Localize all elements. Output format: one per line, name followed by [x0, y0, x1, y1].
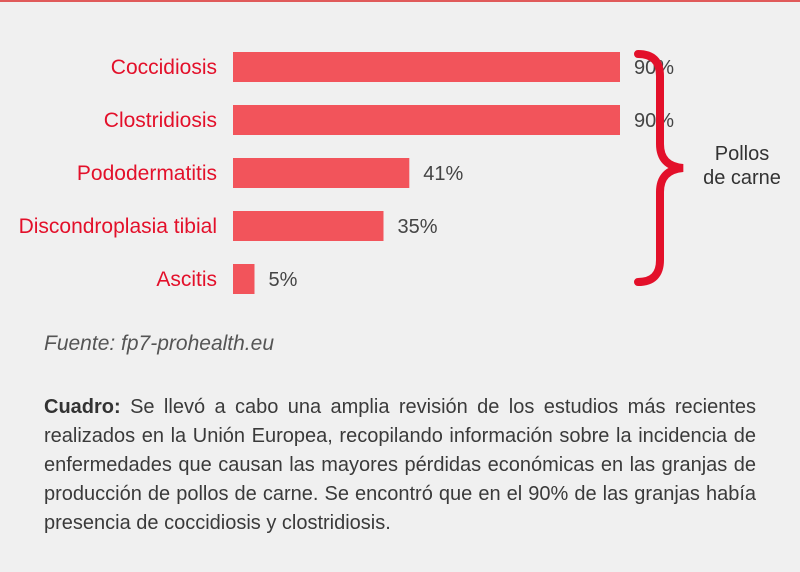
- bar-3: [233, 211, 384, 241]
- top-divider: [0, 0, 800, 2]
- value-label-2: 41%: [423, 163, 463, 185]
- labels-layer: Coccidiosis 90% Clostridiosis 90% Pododermat…: [19, 56, 675, 291]
- bars-layer: [233, 52, 620, 294]
- category-label-0: Coccidiosis: [111, 56, 217, 79]
- group-label-line-1: Pollos: [715, 143, 769, 165]
- value-label-3: 35%: [398, 216, 438, 238]
- source-note: Fuente: fp7-prohealth.eu: [44, 332, 274, 355]
- bar-1: [233, 105, 620, 135]
- value-label-4: 5%: [269, 269, 298, 291]
- caption-text: Se llevó a cabo una amplia revisión de l…: [44, 396, 756, 534]
- category-label-4: Ascitis: [156, 268, 217, 291]
- category-label-3: Discondroplasia tibial: [19, 215, 217, 238]
- bar-2: [233, 158, 410, 188]
- bar-chart: Coccidiosis 90% Clostridiosis 90% Pododermat…: [19, 50, 781, 294]
- value-label-1: 90%: [634, 110, 674, 132]
- caption: Cuadro: Se llevó a cabo una amplia revis…: [44, 393, 756, 538]
- caption-label: Cuadro:: [44, 396, 121, 418]
- category-label-2: Pododermatitis: [77, 162, 217, 185]
- group-brace: [634, 50, 684, 286]
- bar-4: [233, 264, 255, 294]
- bar-0: [233, 52, 620, 82]
- group-label-line-2: de carne: [703, 167, 781, 189]
- value-label-0: 90%: [634, 57, 674, 79]
- category-label-1: Clostridiosis: [104, 109, 217, 132]
